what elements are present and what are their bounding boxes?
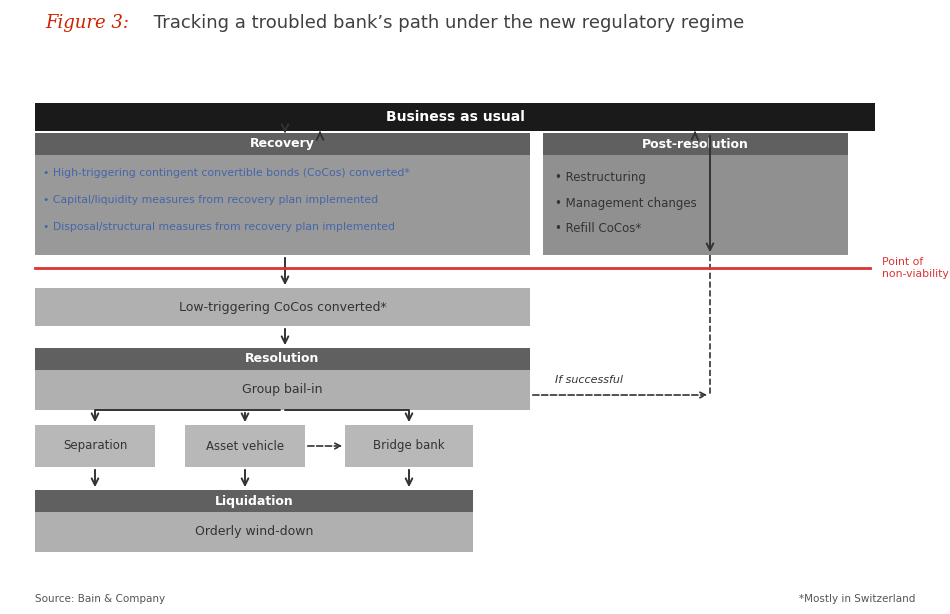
Bar <box>185 425 305 467</box>
Bar <box>35 288 530 326</box>
Text: Resolution: Resolution <box>245 352 320 365</box>
Text: Business as usual: Business as usual <box>386 110 524 124</box>
Bar <box>35 425 155 467</box>
Bar <box>543 155 848 255</box>
Text: Source: Bain & Company: Source: Bain & Company <box>35 594 165 604</box>
Text: *Mostly in Switzerland: *Mostly in Switzerland <box>799 594 915 604</box>
Bar <box>345 425 473 467</box>
Text: Separation: Separation <box>63 440 127 453</box>
Bar <box>35 133 530 155</box>
Text: • Capital/liquidity measures from recovery plan implemented: • Capital/liquidity measures from recove… <box>43 195 378 205</box>
Text: Point of
non-viability: Point of non-viability <box>882 257 949 279</box>
Bar <box>35 155 530 255</box>
Text: Low-triggering CoCos converted*: Low-triggering CoCos converted* <box>179 300 387 314</box>
Text: • Restructuring: • Restructuring <box>555 171 646 184</box>
Bar <box>543 133 848 155</box>
Text: • Disposal/structural measures from recovery plan implemented: • Disposal/structural measures from reco… <box>43 222 395 232</box>
Bar <box>35 348 530 370</box>
Text: If successful: If successful <box>555 375 623 385</box>
Text: Figure 3:: Figure 3: <box>45 14 129 32</box>
Text: • Refill CoCos*: • Refill CoCos* <box>555 222 641 236</box>
Bar <box>35 370 530 410</box>
Bar <box>35 103 875 131</box>
Text: Bridge bank: Bridge bank <box>373 440 445 453</box>
Text: Orderly wind-down: Orderly wind-down <box>195 526 314 538</box>
Text: Liquidation: Liquidation <box>215 494 294 508</box>
Text: Post-resolution: Post-resolution <box>642 138 749 150</box>
Text: • High-triggering contingent convertible bonds (CoCos) converted*: • High-triggering contingent convertible… <box>43 168 409 178</box>
Bar <box>35 512 473 552</box>
Text: Tracking a troubled bank’s path under the new regulatory regime: Tracking a troubled bank’s path under th… <box>148 14 744 32</box>
Text: Asset vehicle: Asset vehicle <box>206 440 284 453</box>
Text: Recovery: Recovery <box>250 138 315 150</box>
Bar <box>35 490 473 512</box>
Text: • Management changes: • Management changes <box>555 196 696 209</box>
Text: Group bail-in: Group bail-in <box>242 384 323 397</box>
